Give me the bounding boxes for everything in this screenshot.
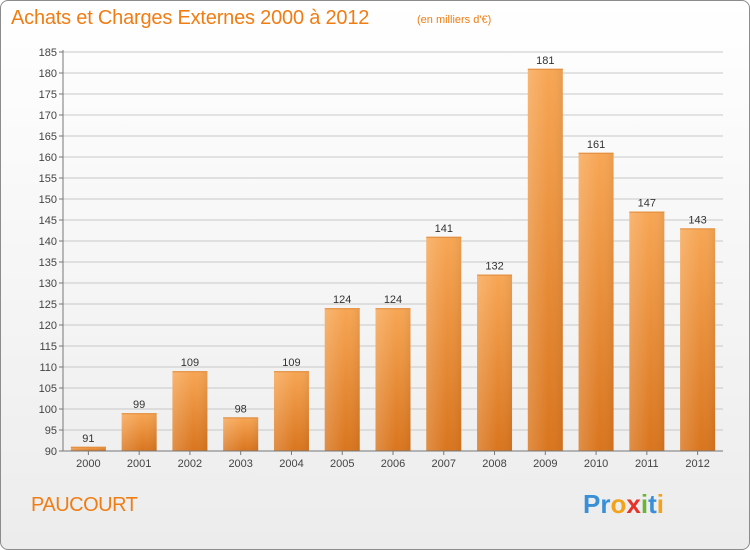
- y-tick-label: 160: [39, 152, 57, 164]
- data-label: 181: [536, 55, 554, 67]
- bar-shine: [578, 152, 614, 452]
- x-tick-label: 2004: [279, 458, 303, 470]
- x-tick-label: 2007: [432, 458, 456, 470]
- data-label: 98: [235, 403, 247, 415]
- x-tick-label: 2006: [381, 458, 405, 470]
- y-tick-label: 175: [39, 89, 57, 101]
- bar-shine: [70, 446, 106, 451]
- data-label: 143: [688, 214, 706, 226]
- logo-letter: P: [583, 489, 601, 519]
- data-label: 124: [384, 294, 402, 306]
- y-tick-label: 135: [39, 257, 57, 269]
- y-tick-label: 170: [39, 110, 57, 122]
- bar-shine: [324, 308, 360, 451]
- y-tick-label: 130: [39, 278, 57, 290]
- data-label: 141: [435, 223, 453, 235]
- logo-letter: i: [640, 489, 649, 519]
- y-tick-label: 105: [39, 383, 57, 395]
- logo-letter: t: [648, 489, 657, 519]
- x-tick-label: 2005: [330, 458, 354, 470]
- y-tick-label: 150: [39, 194, 57, 206]
- axes: 90 95 100 105 110 115 120 125 130 135 140 145 150 155…: [39, 47, 723, 458]
- bar-shine: [375, 308, 411, 451]
- x-tick-label: 2000: [76, 458, 100, 470]
- chart-subtitle: (en milliers d'€): [417, 14, 492, 26]
- bar-shine: [426, 236, 462, 451]
- y-tick-label: 95: [45, 425, 57, 437]
- data-label: 132: [485, 261, 503, 273]
- bar-shine: [527, 68, 563, 452]
- y-tick-label: 120: [39, 320, 57, 332]
- x-tick-label: 2008: [482, 458, 506, 470]
- chart-title: Achats et Charges Externes 2000 à 2012: [11, 7, 370, 29]
- data-label: 91: [82, 433, 94, 445]
- data-label: 109: [282, 357, 300, 369]
- bar-shine: [477, 274, 513, 451]
- data-label: 99: [133, 399, 145, 411]
- y-tick-label: 125: [39, 299, 57, 311]
- bar-shine: [172, 371, 208, 451]
- x-tick-label: 2009: [533, 458, 557, 470]
- logo-letter: x: [626, 489, 641, 519]
- data-label: 161: [587, 139, 605, 151]
- bar-shine: [223, 417, 259, 451]
- logo-letter: i: [656, 489, 664, 519]
- bars: [70, 68, 716, 452]
- bar-shine: [629, 211, 665, 451]
- y-tick-label: 155: [39, 173, 57, 185]
- x-tick-label: 2003: [228, 458, 252, 470]
- y-tick-label: 90: [45, 446, 57, 458]
- commune-name: PAUCOURT: [31, 494, 138, 516]
- data-label: 124: [333, 294, 351, 306]
- logo-letter: o: [610, 489, 627, 519]
- y-tick-label: 110: [39, 362, 57, 374]
- x-tick-label: 2012: [685, 458, 709, 470]
- data-label: 109: [181, 357, 199, 369]
- y-tick-label: 180: [39, 68, 57, 80]
- data-label: 147: [638, 198, 656, 210]
- bar-shine: [121, 413, 157, 451]
- bar-shine: [680, 228, 716, 451]
- y-tick-label: 145: [39, 215, 57, 227]
- x-tick-label: 2010: [584, 458, 608, 470]
- y-tick-label: 165: [39, 131, 57, 143]
- y-tick-label: 185: [39, 47, 57, 59]
- y-tick-label: 100: [39, 404, 57, 416]
- x-tick-label: 2001: [127, 458, 151, 470]
- logo-letter: r: [600, 489, 611, 519]
- x-tick-label: 2002: [178, 458, 202, 470]
- labels: 2000 91 2001 99 2002 109 2003 98 2004 109 2005 124 2…: [76, 55, 710, 470]
- proxiti-logo[interactable]: Proxiti: [583, 489, 664, 520]
- bar-shine: [273, 371, 309, 451]
- y-tick-label: 140: [39, 236, 57, 248]
- y-tick-label: 115: [39, 341, 57, 353]
- x-tick-label: 2011: [635, 458, 659, 470]
